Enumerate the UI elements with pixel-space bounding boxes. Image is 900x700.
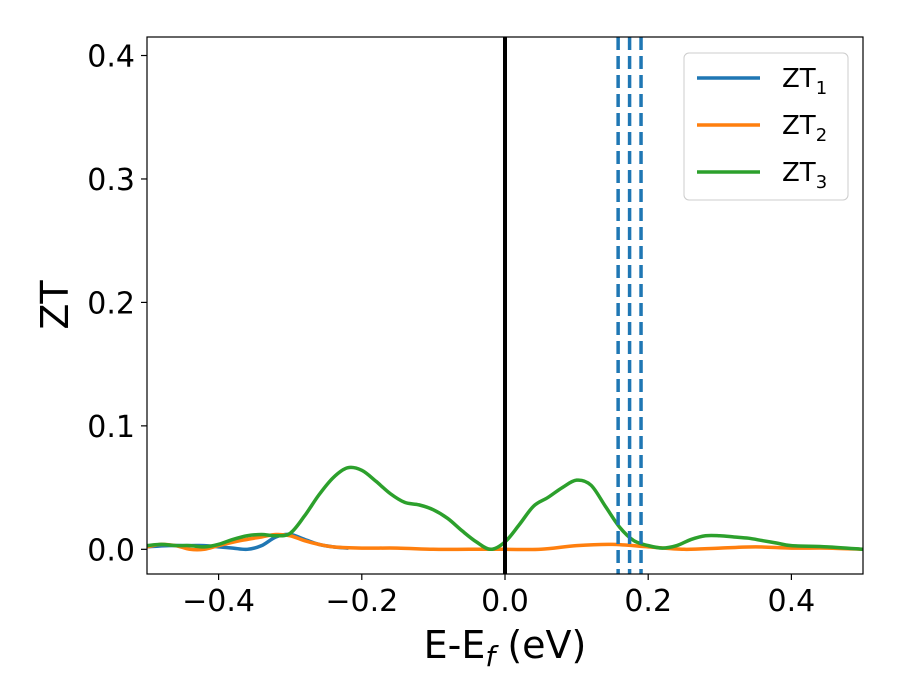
x-tick-label: 0.0 <box>481 584 529 619</box>
y-tick-label: 0.2 <box>87 286 135 321</box>
legend: ZT1 ZT2 ZT3 <box>683 52 849 201</box>
legend-label-zt3: ZT3 <box>782 158 827 193</box>
x-tick-label: 0.4 <box>768 584 816 619</box>
reference-lines <box>503 37 643 574</box>
legend-items: ZT1 ZT2 ZT3 <box>697 64 827 193</box>
legend-label-zt2: ZT2 <box>782 111 827 146</box>
x-tick-label: −0.2 <box>325 584 398 619</box>
y-axis-label: ZT <box>33 280 77 330</box>
x-axis-label: E-Ef (eV) <box>424 623 587 673</box>
y-ticks: 0.0 0.1 0.2 0.3 0.4 <box>87 40 147 568</box>
x-axis-label-unit: (eV) <box>495 623 586 667</box>
y-tick-label: 0.1 <box>87 410 135 445</box>
y-tick-label: 0.3 <box>87 163 135 198</box>
y-tick-label: 0.4 <box>87 40 135 75</box>
x-ticks: −0.4 −0.2 0.0 0.2 0.4 <box>182 574 815 619</box>
legend-label-zt1: ZT1 <box>782 64 827 99</box>
series-layer <box>147 465 863 552</box>
legend-box <box>683 52 849 201</box>
x-tick-label: 0.2 <box>624 584 672 619</box>
x-tick-label: −0.4 <box>182 584 255 619</box>
series-line-zt3 <box>147 465 863 552</box>
y-tick-label: 0.0 <box>87 533 135 568</box>
